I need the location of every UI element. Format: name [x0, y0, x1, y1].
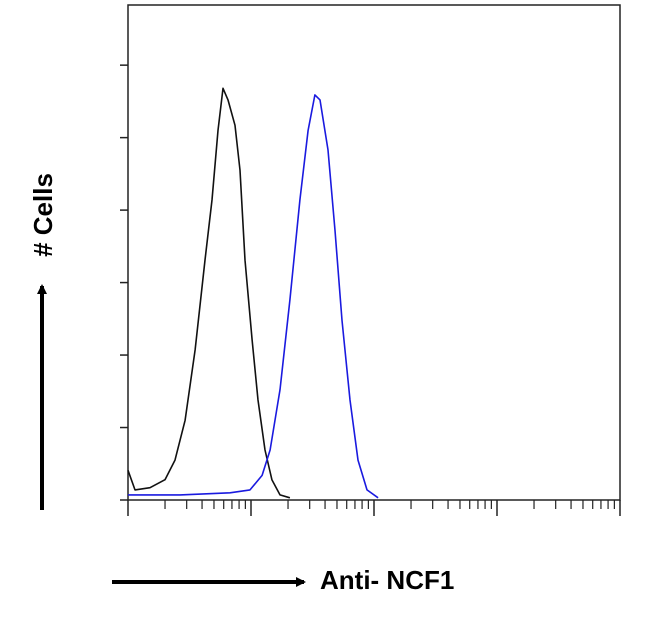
plot-frame — [127, 4, 621, 501]
histogram-line — [127, 87, 291, 499]
y-axis-title: # Cells — [28, 173, 58, 257]
x-axis-title: Anti- NCF1 — [320, 565, 454, 595]
histogram-line — [128, 94, 379, 499]
